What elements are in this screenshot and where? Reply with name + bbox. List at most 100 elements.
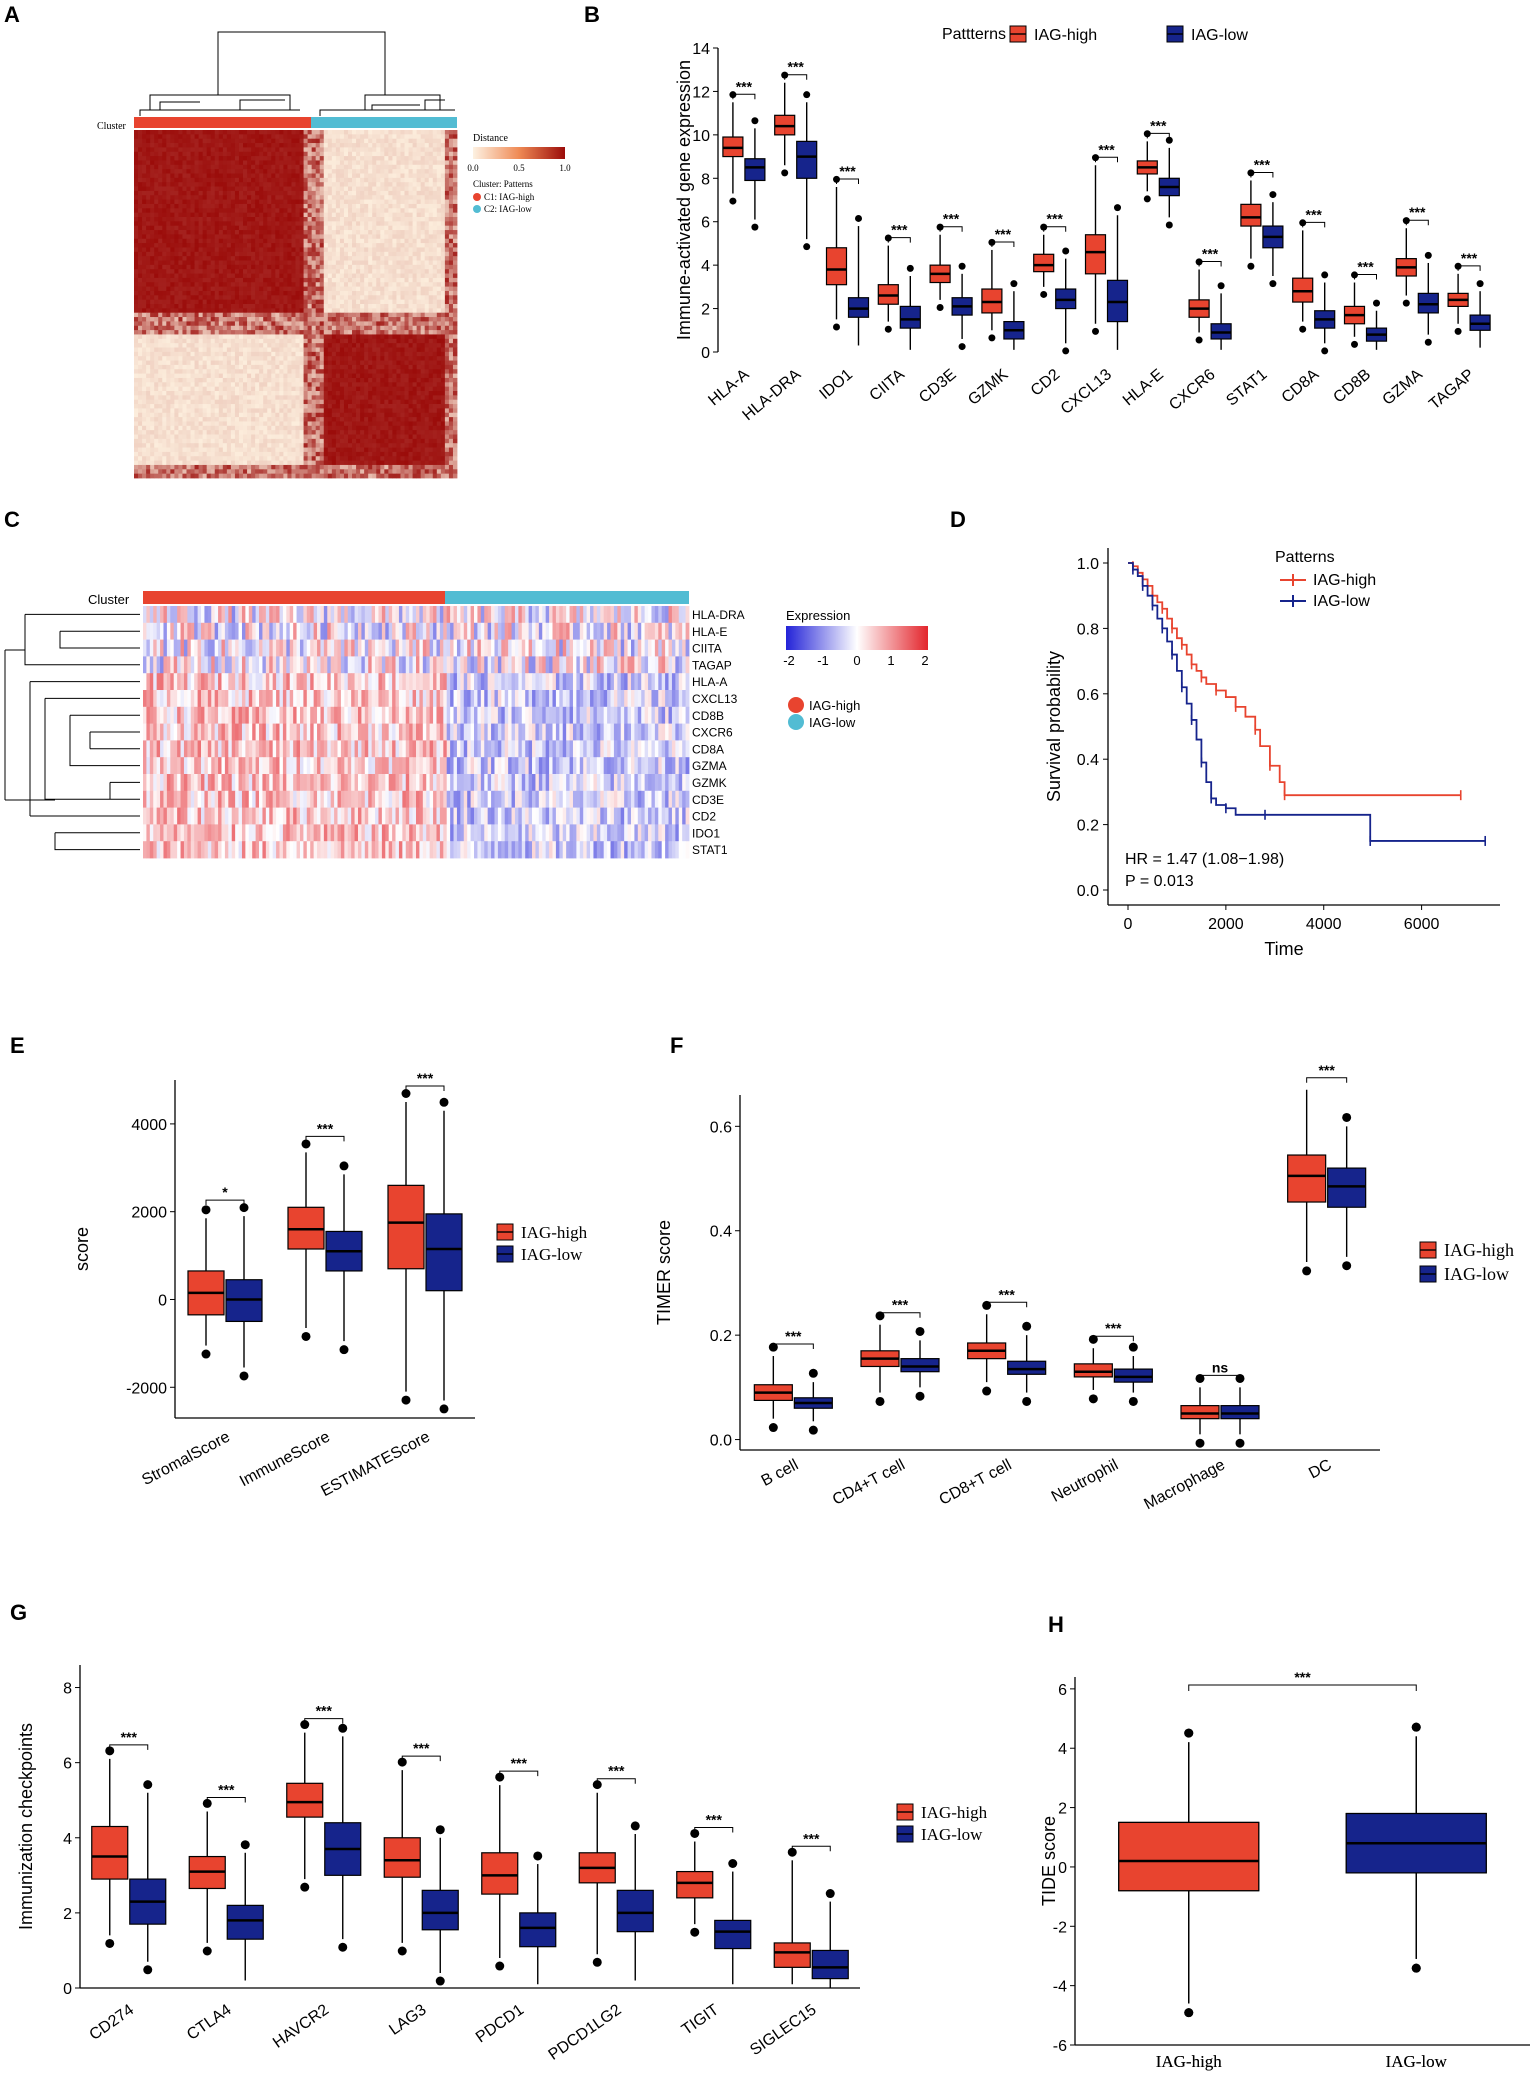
panel-a-heat-cell (335, 338, 341, 344)
panel-a-heat-cell (150, 147, 155, 153)
panel-a-heat-cell (275, 260, 280, 266)
panel-a-heat-cell (372, 169, 377, 174)
panel-a-heat-cell (230, 351, 236, 357)
panel-a-heat-cell (234, 277, 240, 283)
panel-a-heat-cell (283, 373, 288, 379)
panel-a-heat-cell (243, 360, 248, 366)
panel-a-heat-cell (319, 286, 325, 292)
panel-a-heat-cell (238, 330, 244, 335)
panel-a-heat-cell (295, 321, 300, 327)
panel-a-heat-cell (335, 343, 341, 348)
panel-a-heat-cell (162, 269, 167, 274)
panel-a-heat-cell (166, 195, 171, 200)
panel-a-heat-cell (376, 238, 381, 244)
panel-a-heat-cell (323, 177, 329, 183)
panel-a-heat-cell (392, 208, 397, 214)
panel-a-heat-cell (166, 203, 171, 209)
panel-a-heat-cell (396, 138, 401, 144)
panel-a-heat-cell (214, 182, 220, 187)
panel-a-heat-cell (146, 308, 151, 314)
panel-a-heat-cell (299, 299, 304, 305)
panel-a-heat-cell (166, 186, 171, 192)
panel-a-heat-cell (194, 247, 199, 253)
panel-a-heat-cell (404, 256, 409, 261)
panel-a-heat-cell (206, 391, 212, 396)
panel-a-heat-cell (238, 160, 244, 166)
panel-a-heat-cell (360, 273, 365, 279)
panel-a-heat-cell (234, 391, 240, 396)
panel-a-heat-cell (283, 343, 288, 348)
panel-a-heat-cell (331, 169, 337, 174)
panel-a-heat-cell (190, 234, 195, 240)
panel-a-heat-cell (166, 208, 171, 214)
panel-a-heat-cell (420, 377, 426, 383)
panel-a-heat-cell (372, 251, 377, 257)
panel-a-heat-cell (283, 177, 288, 183)
panel-a-heat-cell (247, 382, 252, 388)
panel-a-heat-cell (170, 221, 175, 227)
panel-a-heat-cell (396, 295, 401, 301)
panel-a-heat-cell (444, 395, 450, 401)
panel-a-heat-cell (271, 295, 276, 301)
panel-a-heat-cell (190, 264, 195, 270)
panel-a-heat-cell (352, 391, 357, 396)
panel-a-heat-cell (303, 282, 309, 287)
panel-a-heat-cell (331, 260, 337, 266)
panel-a-heat-cell (267, 134, 272, 140)
panel-a-heat-cell (420, 177, 426, 183)
panel-a-heat-cell (412, 286, 418, 292)
panel-a-heat-cell (142, 304, 147, 309)
panel-a-heat-cell (226, 395, 232, 401)
panel-a-heat-cell (331, 156, 337, 161)
panel-a-heat-cell (295, 364, 300, 370)
panel-a-heat-cell (202, 325, 208, 331)
panel-a-heat-cell (299, 151, 304, 157)
panel-a-heat-cell (416, 273, 422, 279)
panel-a-heat-cell (408, 312, 413, 318)
panel-a-heat-cell (150, 160, 155, 166)
panel-a-heat-cell (206, 338, 212, 344)
panel-a-heat-cell (230, 208, 236, 214)
panel-a-heat-cell (186, 330, 191, 335)
panel-a-heat-cell (364, 395, 369, 401)
panel-a-heat-cell (279, 151, 284, 157)
panel-a-heat-cell (335, 382, 341, 388)
panel-a-heat-cell (247, 234, 252, 240)
panel-a-heat-cell (263, 356, 268, 361)
panel-a-heat-cell (436, 177, 442, 183)
panel-a-heat-cell (182, 369, 187, 374)
panel-a-heat-cell (452, 156, 458, 161)
panel-a-heat-cell (307, 286, 313, 292)
panel-a-heat-cell (444, 260, 450, 266)
panel-a-heat-cell (251, 364, 256, 370)
panel-a-heat-cell (347, 351, 353, 357)
panel-a-heat-cell (408, 286, 413, 292)
panel-a-heat-cell (412, 277, 418, 283)
panel-a-heat-cell (299, 269, 304, 274)
panel-a-heat-cell (222, 143, 228, 148)
panel-a-heat-cell (299, 138, 304, 144)
panel-a-heat-cell (408, 282, 413, 287)
panel-a-heat-cell (142, 203, 147, 209)
panel-a-heat-cell (384, 247, 389, 253)
panel-a-heat-cell (319, 217, 325, 222)
panel-a-heat-cell (150, 351, 155, 357)
panel-a-heat-cell (319, 160, 325, 166)
panel-a-heat-cell (162, 203, 167, 209)
panel-a-heat-cell (323, 299, 329, 305)
panel-a-heat-cell (134, 164, 139, 170)
panel-a-heat-cell (404, 217, 409, 222)
panel-a-heat-cell (448, 143, 454, 148)
panel-a-heat-cell (352, 295, 357, 301)
panel-a-heat-cell (146, 330, 151, 335)
panel-a-heat-cell (275, 182, 280, 187)
panel-a-heat-cell (432, 243, 438, 248)
panel-a-heat-cell (206, 347, 212, 353)
panel-a-heat-cell (368, 308, 373, 314)
panel-a-heat-cell (230, 256, 236, 261)
panel-a-heat-cell (259, 391, 264, 396)
panel-a-heat-cell (267, 212, 272, 218)
panel-a-heat-cell (420, 130, 426, 135)
panel-a-heat-cell (392, 138, 397, 144)
panel-a-heat-cell (299, 256, 304, 261)
